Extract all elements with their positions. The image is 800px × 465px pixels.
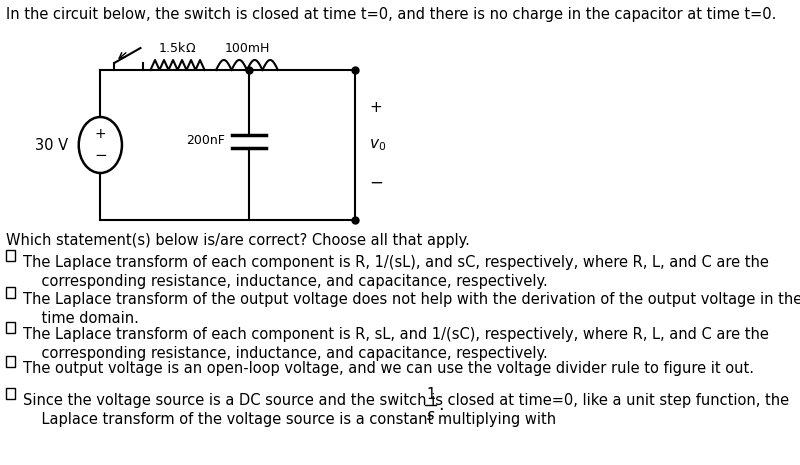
Text: The Laplace transform of the output voltage does not help with the derivation of: The Laplace transform of the output volt… — [23, 292, 800, 307]
Bar — [6, 387, 14, 399]
Text: +: + — [94, 127, 106, 141]
Bar — [6, 286, 14, 298]
Text: 100mH: 100mH — [224, 42, 270, 55]
Text: s: s — [427, 407, 434, 423]
Text: .: . — [438, 396, 444, 413]
Text: 200nF: 200nF — [186, 133, 226, 146]
Bar — [6, 356, 14, 366]
Bar — [6, 250, 14, 260]
Text: time domain.: time domain. — [23, 311, 139, 325]
Text: −: − — [369, 174, 383, 192]
Text: $v_0$: $v_0$ — [369, 137, 386, 153]
Text: corresponding resistance, inductance, and capacitance, respectively.: corresponding resistance, inductance, an… — [23, 273, 548, 288]
Text: Which statement(s) below is/are correct? Choose all that apply.: Which statement(s) below is/are correct?… — [6, 233, 470, 248]
Text: −: − — [94, 147, 106, 162]
Text: Since the voltage source is a DC source and the switch is closed at time=0, like: Since the voltage source is a DC source … — [23, 393, 790, 408]
Text: The Laplace transform of each component is R, 1/(sL), and sC, respectively, wher: The Laplace transform of each component … — [23, 255, 769, 270]
Text: The Laplace transform of each component is R, sL, and 1/(sC), respectively, wher: The Laplace transform of each component … — [23, 327, 769, 342]
Text: The output voltage is an open-loop voltage, and we can use the voltage divider r: The output voltage is an open-loop volta… — [23, 361, 754, 376]
Text: Laplace transform of the voltage source is a constant multiplying with: Laplace transform of the voltage source … — [23, 412, 561, 426]
Text: In the circuit below, the switch is closed at time t=0, and there is no charge i: In the circuit below, the switch is clos… — [6, 7, 777, 22]
Text: 1.5k$\Omega$: 1.5k$\Omega$ — [158, 41, 197, 55]
Bar — [6, 321, 14, 332]
Text: 30 V: 30 V — [35, 138, 68, 153]
Text: +: + — [369, 100, 382, 114]
Text: 1: 1 — [426, 386, 435, 401]
Text: corresponding resistance, inductance, and capacitance, respectively.: corresponding resistance, inductance, an… — [23, 345, 548, 360]
